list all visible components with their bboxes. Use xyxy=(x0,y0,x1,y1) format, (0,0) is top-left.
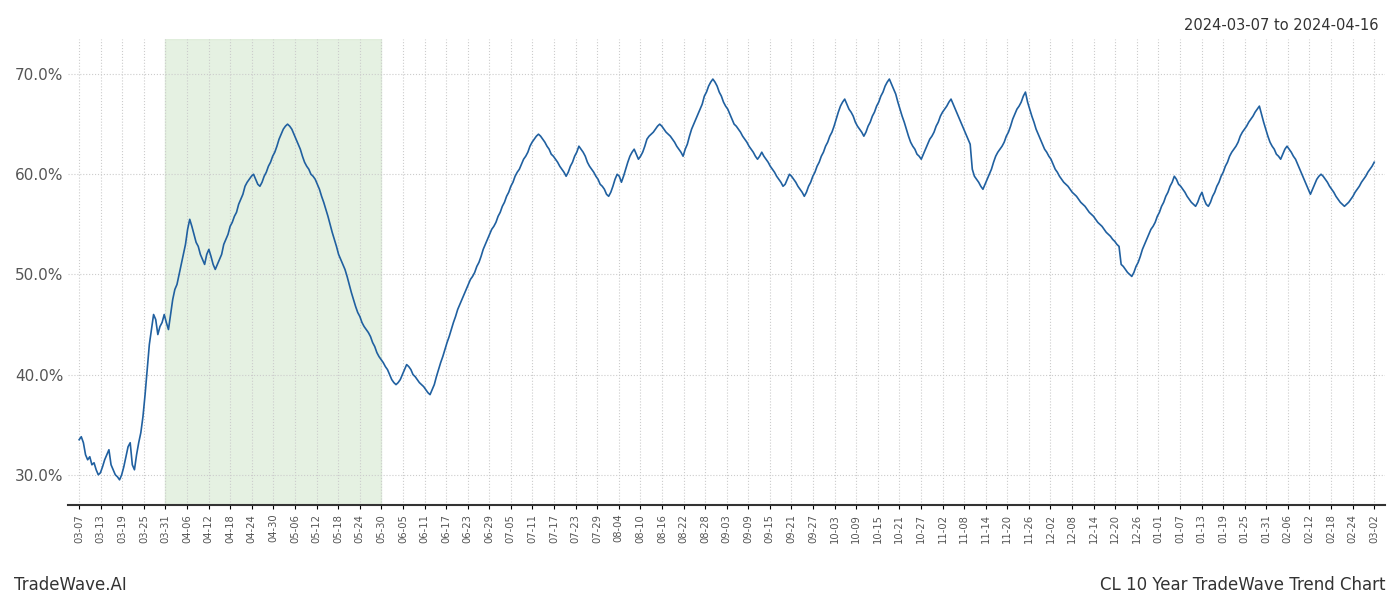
Text: TradeWave.AI: TradeWave.AI xyxy=(14,576,127,594)
Bar xyxy=(165,39,381,505)
Text: CL 10 Year TradeWave Trend Chart: CL 10 Year TradeWave Trend Chart xyxy=(1100,576,1386,594)
Text: 2024-03-07 to 2024-04-16: 2024-03-07 to 2024-04-16 xyxy=(1184,18,1379,33)
